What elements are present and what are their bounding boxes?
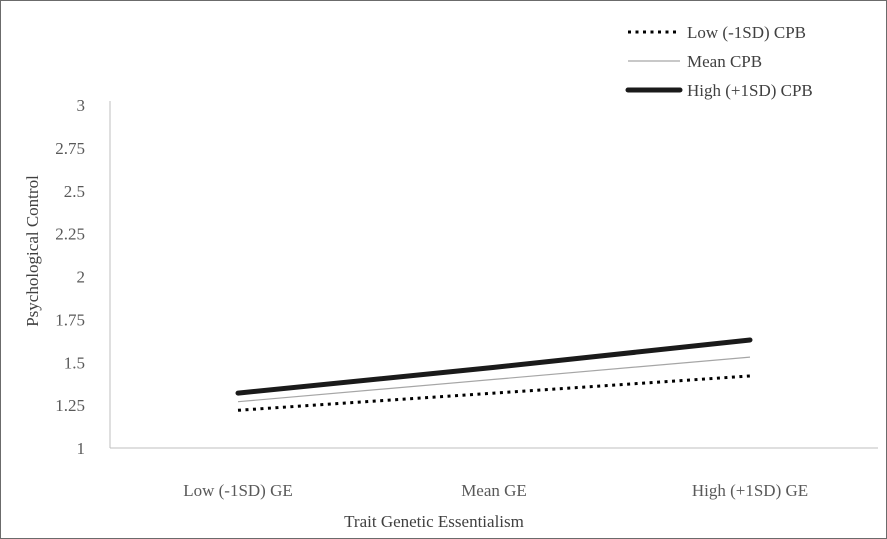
- legend-label-2: Mean CPB: [687, 52, 762, 71]
- series-lines: [235, 337, 753, 412]
- series-line-3: [235, 337, 753, 396]
- y-tick-labels: 1 1.25 1.5 1.75 2 2.25 2.5 2.75 3: [55, 96, 85, 458]
- y-tick-label: 2.5: [64, 182, 85, 201]
- y-tick-label: 1.25: [55, 396, 85, 415]
- x-tick-label: High (+1SD) GE: [692, 481, 808, 500]
- y-tick-label: 3: [77, 96, 86, 115]
- axes: [109, 101, 878, 449]
- legend: Low (-1SD) CPB Mean CPB High (+1SD) CPB: [625, 23, 813, 100]
- x-tick-label: Low (-1SD) GE: [183, 481, 293, 500]
- x-tick-labels: Low (-1SD) GE Mean GE High (+1SD) GE: [183, 481, 808, 500]
- y-tick-label: 1: [77, 439, 86, 458]
- y-axis-title: Psychological Control: [23, 175, 42, 327]
- x-axis-title: Trait Genetic Essentialism: [344, 512, 524, 531]
- y-tick-label: 2.25: [55, 225, 85, 244]
- legend-label-1: Low (-1SD) CPB: [687, 23, 806, 42]
- y-tick-label: 1.5: [64, 353, 85, 372]
- y-tick-label: 1.75: [55, 310, 85, 329]
- x-tick-label: Mean GE: [461, 481, 527, 500]
- y-tick-label: 2.75: [55, 139, 85, 158]
- legend-label-3: High (+1SD) CPB: [687, 81, 813, 100]
- y-tick-label: 2: [77, 268, 86, 287]
